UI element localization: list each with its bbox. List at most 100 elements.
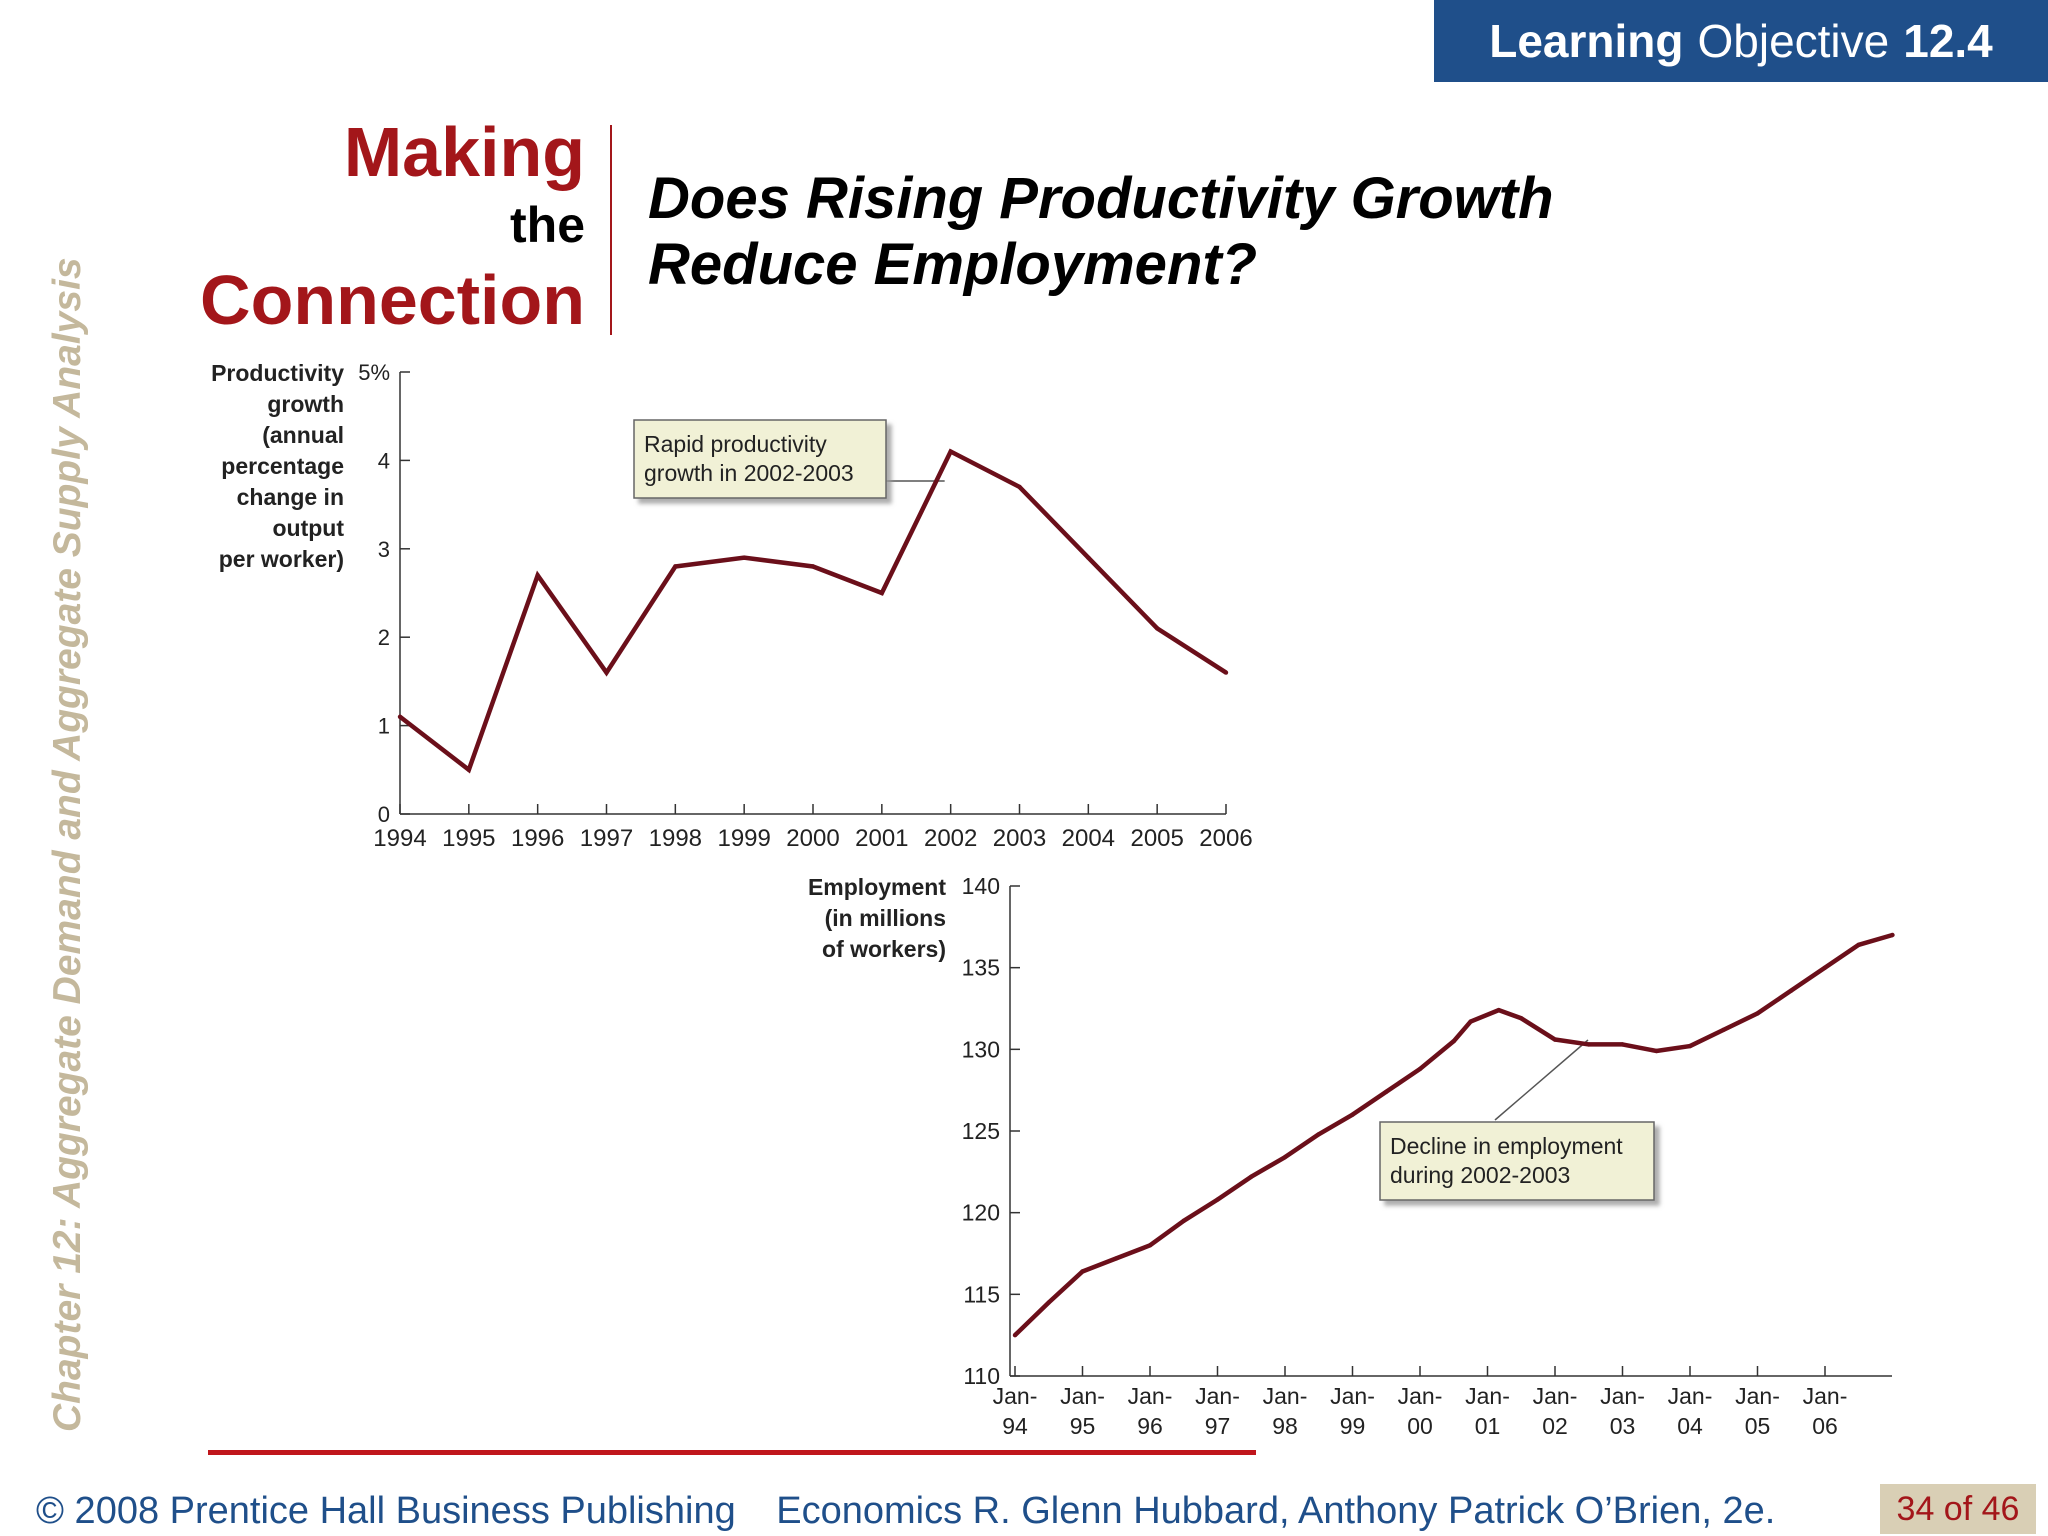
employment-data-point xyxy=(1384,1089,1389,1095)
employment-data-point xyxy=(1496,1007,1501,1013)
x-tick-label-top: Jan- xyxy=(1195,1383,1240,1409)
x-tick-label-bottom: 03 xyxy=(1610,1413,1636,1439)
page-number: 34 of 46 xyxy=(1880,1484,2036,1534)
employment-data-point xyxy=(1519,1016,1524,1021)
productivity-data-point xyxy=(810,564,816,569)
y-tick-label: 1 xyxy=(378,714,390,739)
employment-data-point xyxy=(1654,1048,1659,1054)
x-tick-label: 2003 xyxy=(993,825,1046,852)
employment-chart: 110 115 120 125 130 135 140 Jan- 94 Jan- 95 Jan- 96 J… xyxy=(808,873,1895,1439)
annotation-box xyxy=(633,419,887,499)
x-tick-label-bottom: 01 xyxy=(1475,1413,1501,1439)
x-tick-label-top: Jan- xyxy=(1533,1383,1578,1409)
employment-data-point xyxy=(1181,1218,1186,1224)
x-tick-label: 1995 xyxy=(442,825,495,852)
x-tick-label-top: Jan- xyxy=(1128,1383,1173,1409)
x-tick-label: 1994 xyxy=(373,825,426,852)
x-tick-label-bottom: 06 xyxy=(1812,1413,1838,1439)
employment-data-point xyxy=(1620,1042,1625,1047)
employment-series-line xyxy=(1013,932,1894,1337)
employment-data-point xyxy=(1856,942,1861,947)
y-tick-label: 130 xyxy=(962,1036,1000,1062)
y-tick-label: 110 xyxy=(963,1363,1000,1389)
x-tick-label: 2000 xyxy=(786,825,839,852)
productivity-data-point xyxy=(879,590,885,596)
employment-data-point xyxy=(1755,1011,1760,1016)
employment-data-point xyxy=(1350,1112,1355,1117)
employment-data-point xyxy=(1451,1038,1456,1044)
x-tick-label: 2001 xyxy=(855,825,908,852)
x-tick-label-top: Jan- xyxy=(1330,1383,1375,1409)
bottom-rule xyxy=(208,1450,1256,1455)
employment-data-point xyxy=(1890,932,1895,938)
employment-data-point xyxy=(1080,1269,1085,1274)
footer-copyright: © 2008 Prentice Hall Business Publishing xyxy=(36,1490,736,1532)
x-tick-label-top: Jan- xyxy=(1465,1383,1510,1409)
employment-data-point xyxy=(1822,965,1828,970)
y-axis-label-line: change in xyxy=(237,484,344,510)
productivity-data-point xyxy=(1154,626,1160,631)
employment-data-point xyxy=(1687,1043,1693,1049)
y-tick-label: 5% xyxy=(358,360,390,385)
y-axis-label-line: output xyxy=(272,515,344,541)
banner-regular-text: Objective xyxy=(1697,15,1890,67)
y-axis-label-line: percentage xyxy=(221,453,344,479)
x-tick-label: 2002 xyxy=(924,825,977,852)
x-tick-label-bottom: 95 xyxy=(1070,1413,1096,1439)
y-tick-label: 135 xyxy=(962,955,1000,981)
employment-data-point xyxy=(1417,1066,1423,1072)
y-axis-label-line: per worker) xyxy=(219,546,344,572)
annotation-text: during 2002-2003 xyxy=(1390,1162,1570,1188)
y-tick-label: 120 xyxy=(962,1200,1000,1226)
productivity-data-point xyxy=(397,714,403,719)
productivity-data-point xyxy=(1086,555,1091,560)
x-tick-label: 2004 xyxy=(1062,825,1115,852)
y-tick-label: 3 xyxy=(378,537,390,562)
slide-headline: Does Rising Productivity Growth Reduce E… xyxy=(648,166,1554,297)
x-tick-label-top: Jan- xyxy=(1263,1383,1308,1409)
employment-data-point xyxy=(1114,1256,1119,1261)
title-divider xyxy=(610,125,612,335)
x-tick-label-top: Jan- xyxy=(1060,1383,1105,1409)
y-tick-label: 2 xyxy=(378,625,390,650)
productivity-data-point xyxy=(673,564,678,569)
x-tick-label-top: Jan- xyxy=(1735,1383,1780,1409)
x-tick-label: 1999 xyxy=(717,825,770,852)
x-tick-label-top: Jan- xyxy=(1668,1383,1713,1409)
productivity-data-point xyxy=(604,670,609,675)
x-tick-label-bottom: 04 xyxy=(1677,1413,1703,1439)
making-the-connection-label: Making the Connection xyxy=(150,112,585,342)
x-tick-label-bottom: 94 xyxy=(1002,1413,1028,1439)
y-axis-label-line: (in millions xyxy=(825,905,946,931)
x-tick-label: 2005 xyxy=(1130,825,1183,852)
y-axis-label-line: growth xyxy=(267,391,344,417)
y-tick-label: 4 xyxy=(378,448,390,473)
x-tick-label-bottom: 99 xyxy=(1340,1413,1366,1439)
annotation-leader-line xyxy=(1494,1039,1589,1121)
employment-data-point xyxy=(1012,1332,1018,1338)
x-tick-label-top: Jan- xyxy=(1803,1383,1848,1409)
employment-data-point xyxy=(1282,1154,1288,1160)
employment-data-point xyxy=(1468,1019,1473,1024)
learning-objective-banner: Learning Objective 12.4 xyxy=(1434,0,2048,82)
footer: © 2008 Prentice Hall Business Publishing… xyxy=(36,1490,1805,1533)
x-tick-label-top: Jan- xyxy=(1600,1383,1645,1409)
x-tick-label: 1996 xyxy=(511,825,564,852)
banner-bold-text: Learning xyxy=(1489,15,1684,67)
employment-data-point xyxy=(1147,1243,1153,1248)
employment-data-point xyxy=(1721,1027,1726,1032)
mtc-making: Making xyxy=(343,113,585,191)
productivity-data-point xyxy=(948,449,953,454)
employment-data-point xyxy=(1046,1300,1051,1305)
footer-book: Economics R. Glenn Hubbard, Anthony Patr… xyxy=(776,1490,1776,1532)
x-tick-label-top: Jan- xyxy=(993,1383,1038,1409)
x-tick-label: 1997 xyxy=(580,825,633,852)
productivity-data-point xyxy=(1017,484,1022,490)
x-tick-label-top: Jan- xyxy=(1398,1383,1443,1409)
employment-data-point xyxy=(1215,1197,1220,1202)
y-axis-label-line: Employment xyxy=(808,874,946,900)
productivity-data-point xyxy=(1223,670,1229,675)
x-tick-label-bottom: 02 xyxy=(1542,1413,1568,1439)
productivity-chart: 0 1 2 3 4 5% 1994 1995 1996 1997 1998 1999 2000 2001 2… xyxy=(211,360,1253,852)
